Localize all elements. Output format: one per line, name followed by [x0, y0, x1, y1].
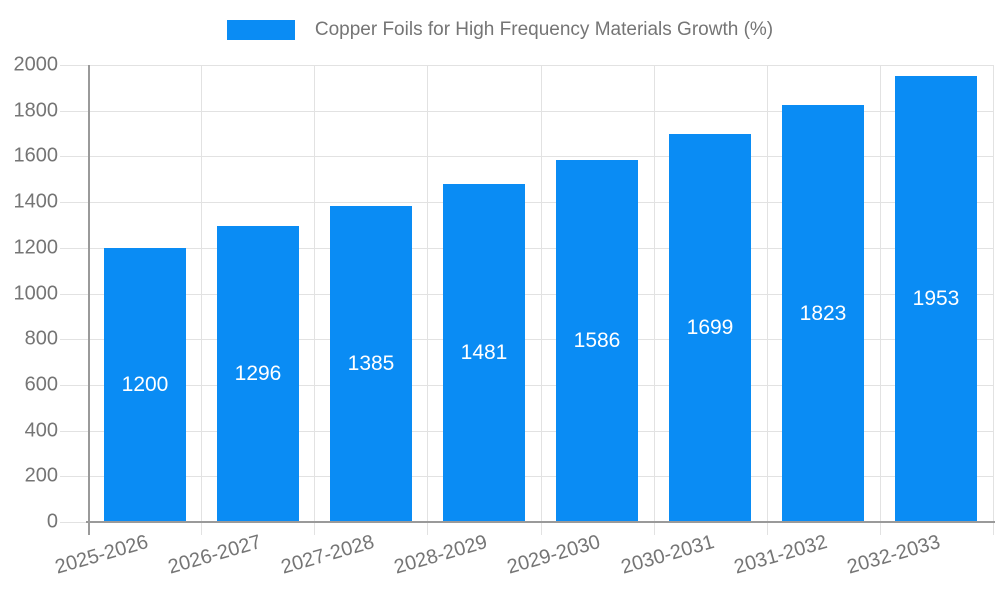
y-tick-label: 1600	[13, 144, 59, 167]
x-gridline	[314, 65, 315, 522]
chart-legend: Copper Foils for High Frequency Material…	[0, 19, 1000, 41]
bar-value-label: 1200	[121, 373, 169, 396]
x-tick-label: 2026-2027	[165, 531, 264, 579]
x-tick	[880, 522, 881, 535]
bar-value-label: 1953	[912, 287, 960, 310]
y-tick	[60, 111, 88, 112]
y-gridline	[88, 202, 993, 203]
bar: 1586	[556, 160, 638, 522]
bar: 1823	[782, 105, 864, 522]
y-gridline	[88, 65, 993, 66]
x-tick	[767, 522, 768, 535]
x-tick-label: 2025-2026	[52, 531, 151, 579]
y-tick-label: 0	[46, 510, 58, 533]
x-gridline	[767, 65, 768, 522]
x-tick	[993, 522, 994, 535]
x-tick	[541, 522, 542, 535]
x-tick	[314, 522, 315, 535]
x-tick-label: 2031-2032	[731, 531, 830, 579]
bar-value-label: 1699	[686, 316, 734, 339]
bar-value-label: 1481	[460, 341, 508, 364]
y-gridline	[88, 156, 993, 157]
bar-value-label: 1296	[234, 362, 282, 385]
x-gridline	[993, 65, 994, 522]
y-tick	[60, 385, 88, 386]
bar: 1481	[443, 184, 525, 522]
x-tick	[654, 522, 655, 535]
y-tick-label: 1200	[13, 236, 59, 259]
y-tick	[60, 476, 88, 477]
y-gridline	[88, 111, 993, 112]
y-tick	[60, 156, 88, 157]
y-tick-label: 1000	[13, 282, 59, 305]
bar: 1699	[669, 134, 751, 522]
y-tick	[60, 202, 88, 203]
x-tick-label: 2029-2030	[505, 531, 604, 579]
y-gridline	[88, 385, 993, 386]
y-tick-label: 400	[24, 419, 58, 442]
y-gridline	[88, 339, 993, 340]
x-gridline	[880, 65, 881, 522]
y-tick	[60, 294, 88, 295]
y-tick-label: 200	[24, 464, 58, 487]
x-tick-label: 2027-2028	[278, 531, 377, 579]
y-tick	[60, 522, 88, 523]
bar: 1296	[217, 226, 299, 522]
chart-title: Copper Foils for High Frequency Material…	[314, 19, 774, 40]
x-tick-label: 2030-2031	[618, 531, 717, 579]
x-gridline	[541, 65, 542, 522]
bar: 1200	[104, 248, 186, 522]
bar: 1385	[330, 206, 412, 522]
legend-swatch	[226, 20, 295, 40]
y-tick	[60, 248, 88, 249]
x-gridline	[654, 65, 655, 522]
y-tick-label: 800	[24, 327, 58, 350]
y-gridline	[88, 476, 993, 477]
x-axis-line	[86, 521, 995, 523]
x-gridline	[201, 65, 202, 522]
y-tick-label: 1400	[13, 190, 59, 213]
x-tick-label: 2032-2033	[844, 531, 943, 579]
y-gridline	[88, 431, 993, 432]
y-gridline	[88, 248, 993, 249]
plot-area: 0 200 400 600 800 1000 1200 1400 1600 1800 2000 120…	[14, 54, 995, 579]
y-tick	[60, 431, 88, 432]
y-tick	[60, 339, 88, 340]
bar-value-label: 1586	[573, 329, 621, 352]
bar-value-label: 1385	[347, 352, 395, 375]
x-tick	[201, 522, 202, 535]
bar-value-label: 1823	[799, 301, 847, 325]
y-gridline	[88, 294, 993, 295]
bar: 1953	[895, 76, 977, 522]
x-tick-label: 2028-2029	[391, 531, 491, 579]
x-gridline	[427, 65, 428, 522]
y-tick-label: 600	[24, 373, 58, 396]
y-tick-label: 2000	[13, 53, 59, 76]
x-tick	[427, 522, 428, 535]
y-tick	[60, 65, 88, 66]
y-tick-label: 1800	[13, 99, 59, 122]
y-axis-line	[88, 65, 90, 535]
